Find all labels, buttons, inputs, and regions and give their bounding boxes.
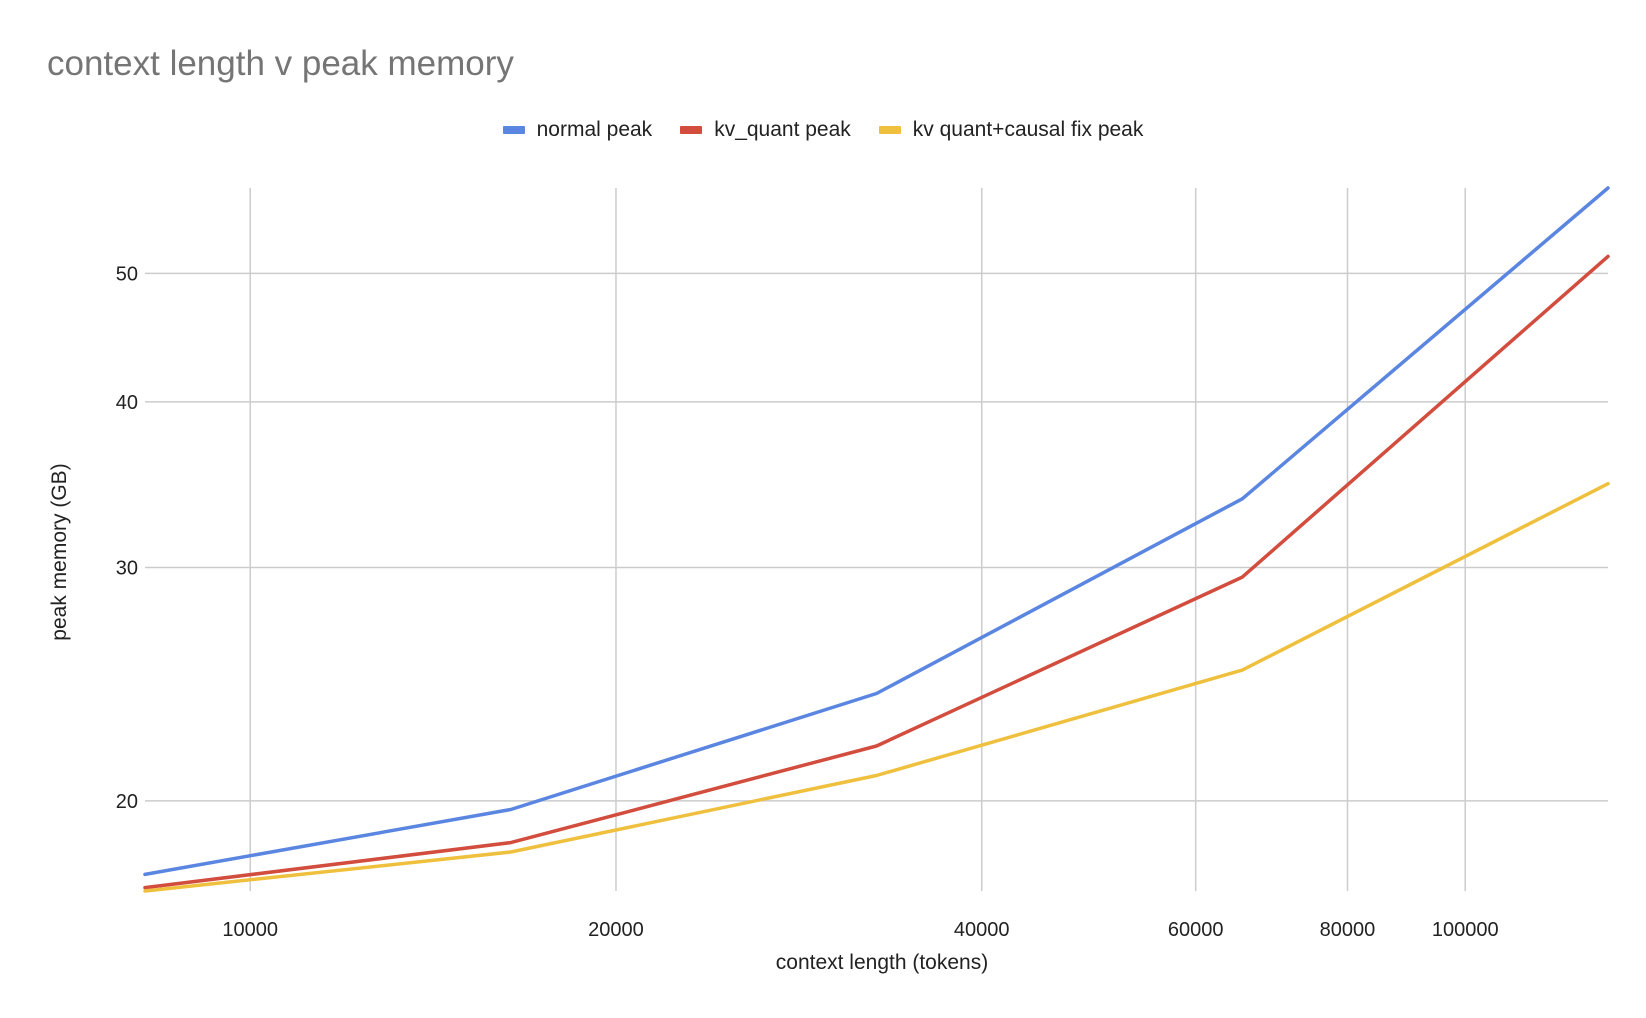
legend: normal peak kv_quant peak kv quant+causa… — [0, 118, 1646, 142]
legend-item-normal-peak[interactable]: normal peak — [502, 118, 653, 142]
x-tick-20000: 20000 — [588, 919, 644, 941]
x-tick-60000: 60000 — [1168, 919, 1224, 941]
horizontal-gridlines — [145, 272, 1608, 802]
series-line-kv-quant-peak — [143, 254, 1610, 890]
legend-item-kv-quant-peak[interactable]: kv_quant peak — [680, 118, 851, 142]
y-tick-20: 20 — [116, 791, 138, 813]
y-tick-labels: 20 30 40 50 — [116, 263, 138, 812]
y-tick-50: 50 — [116, 263, 138, 285]
x-tick-10000: 10000 — [222, 919, 278, 941]
x-tick-labels: 10000 20000 40000 60000 80000 100000 — [222, 919, 1498, 941]
legend-label-normal-peak: normal peak — [536, 118, 653, 141]
legend-swatch-normal-peak — [502, 126, 525, 134]
x-axis-label: context length (tokens) — [776, 951, 988, 974]
legend-label-kv-quant-peak: kv_quant peak — [714, 118, 851, 141]
legend-swatch-kv-quant-causal-fix-peak — [878, 126, 901, 134]
y-tick-30: 30 — [116, 557, 138, 579]
y-axis-label: peak memory (GB) — [48, 463, 71, 640]
x-tick-80000: 80000 — [1320, 919, 1376, 941]
series-line-normal-peak — [143, 186, 1610, 877]
x-tick-100000: 100000 — [1432, 919, 1499, 941]
series-line-kv-quant-causal-fix-peak — [143, 481, 1610, 893]
legend-label-kv-quant-causal-fix-peak: kv quant+causal fix peak — [912, 118, 1144, 141]
series-lines — [143, 186, 1610, 893]
chart-title: context length v peak memory — [47, 44, 514, 83]
y-tick-40: 40 — [116, 392, 138, 414]
legend-swatch-kv-quant-peak — [680, 126, 703, 134]
legend-item-kv-quant-causal-fix-peak[interactable]: kv quant+causal fix peak — [878, 118, 1144, 142]
vertical-gridlines — [249, 188, 1466, 891]
x-tick-40000: 40000 — [954, 919, 1010, 941]
